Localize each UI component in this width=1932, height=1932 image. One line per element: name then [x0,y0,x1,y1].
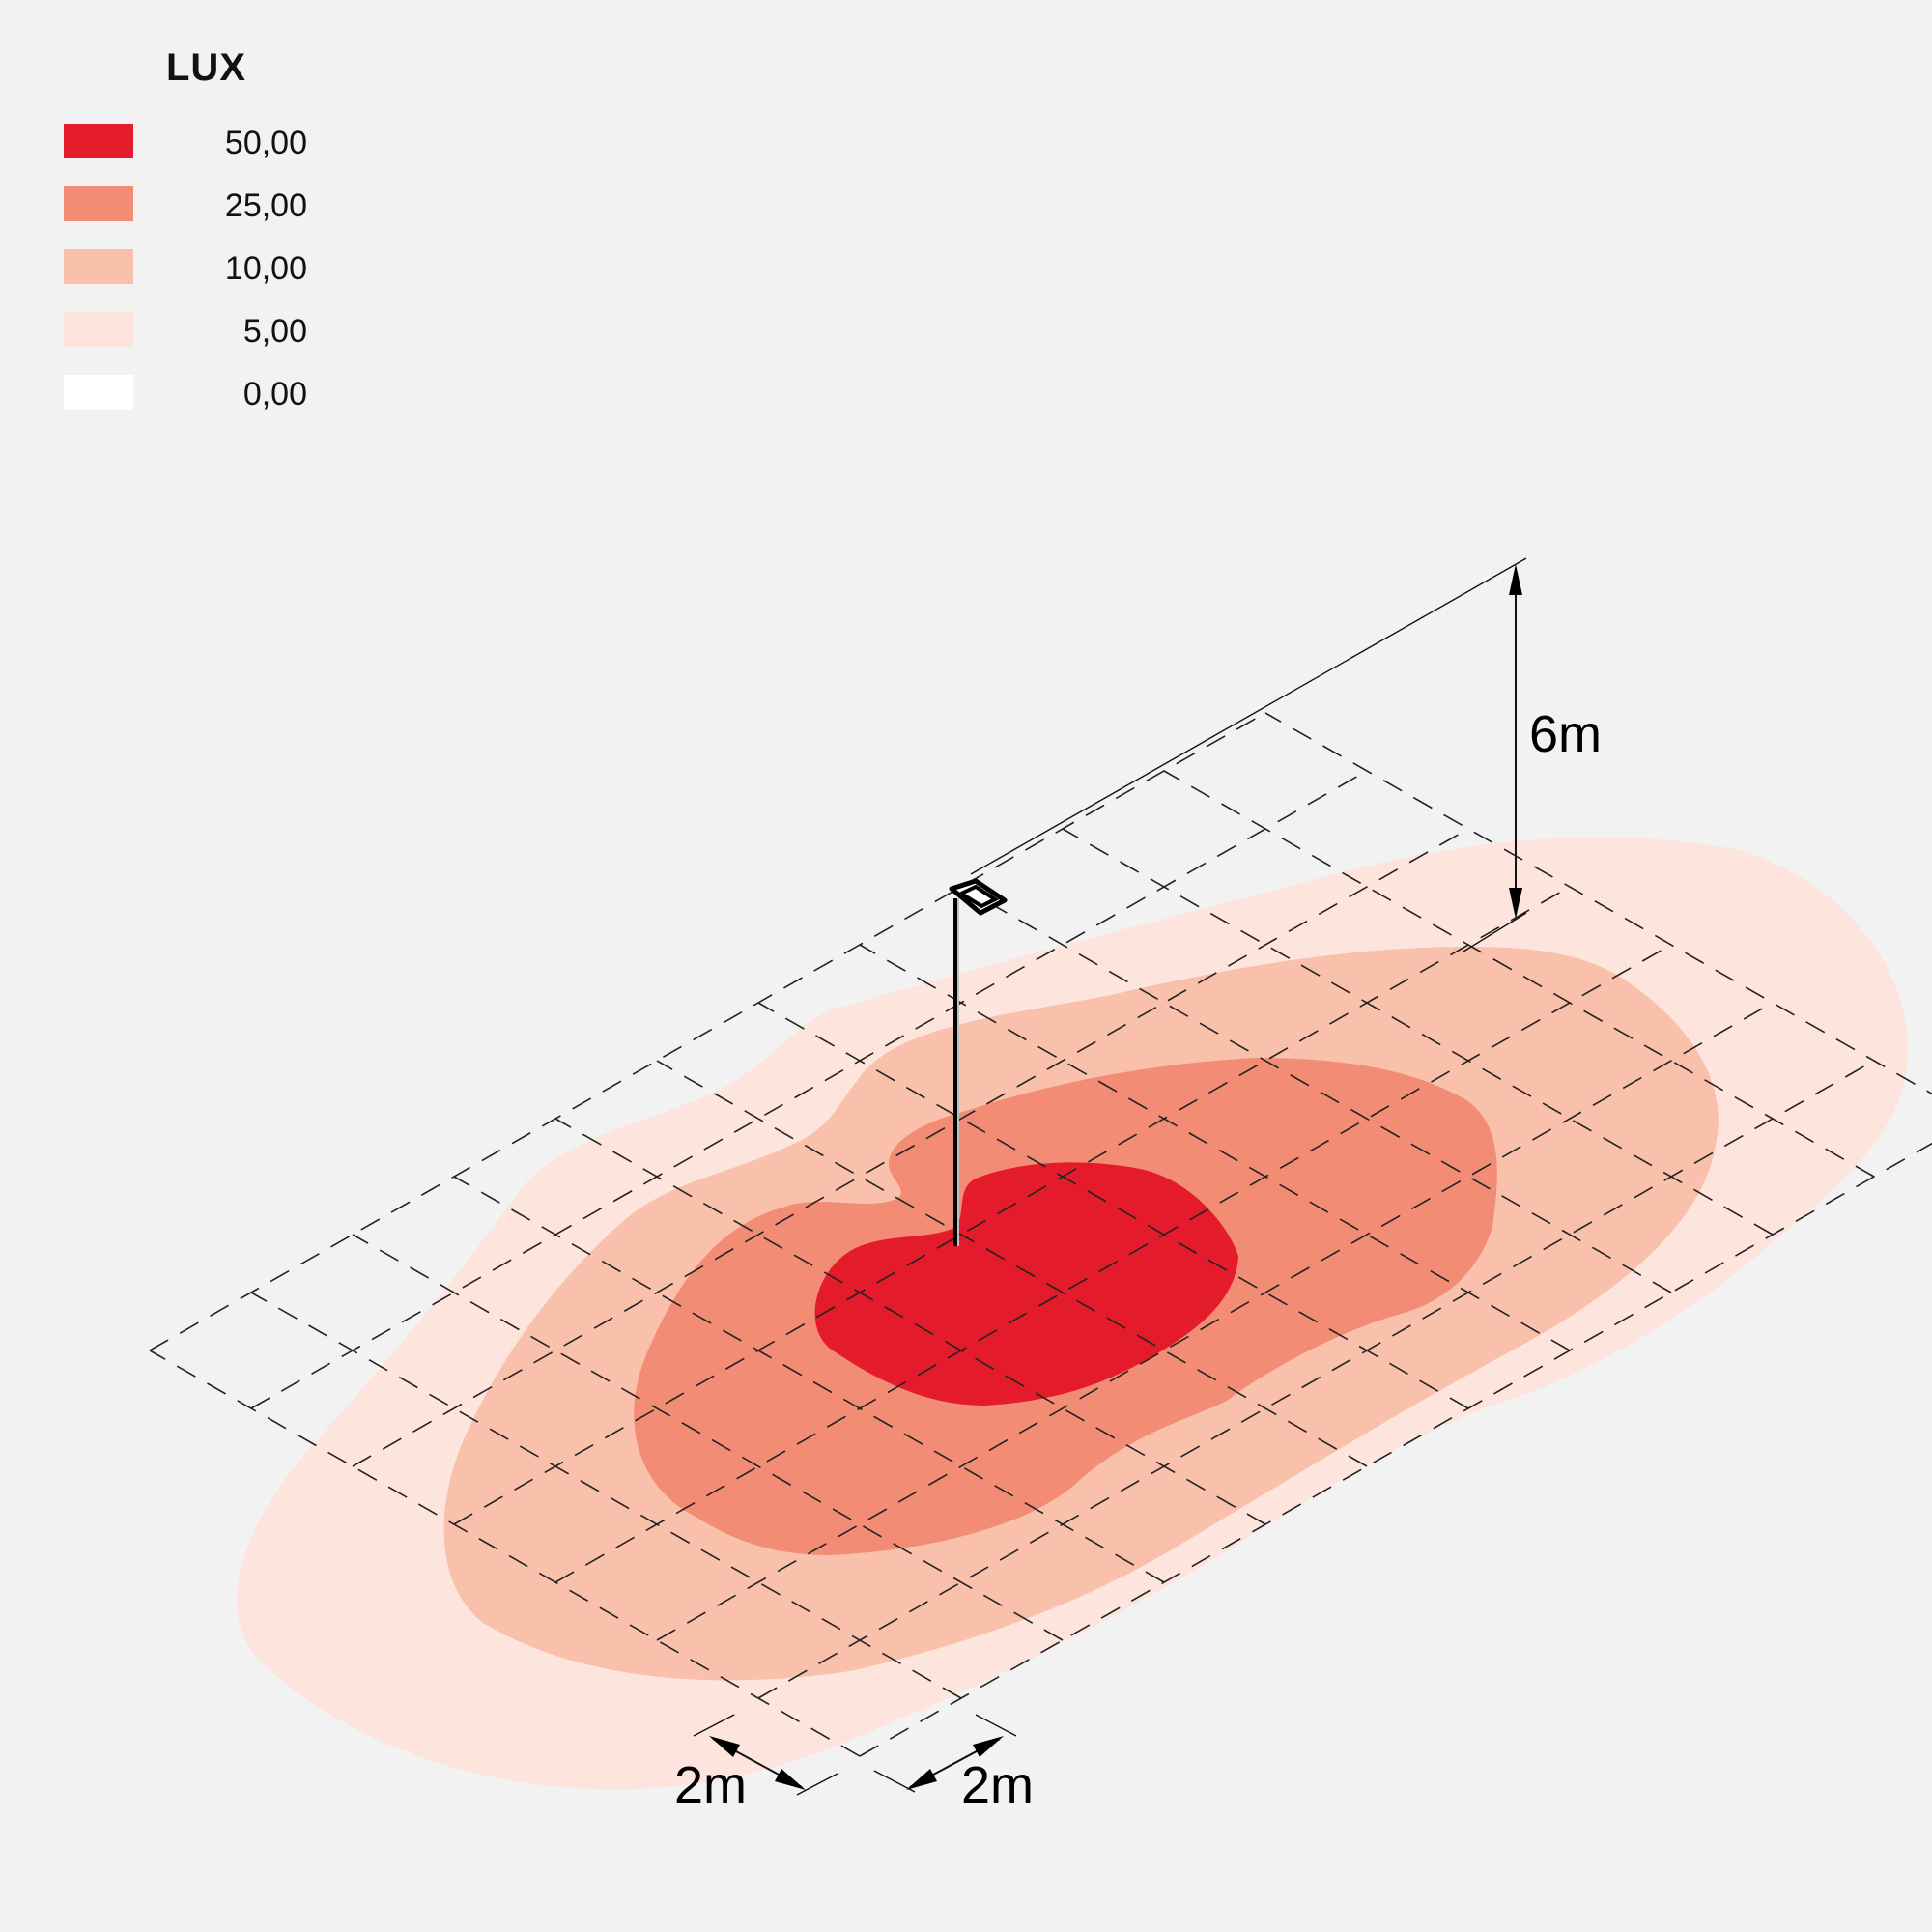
grid-spacing-dimensions [693,1714,1017,1796]
grid-line-11 [453,1176,1165,1583]
grid-line-18 [1163,770,1875,1178]
grid-line-12 [554,1118,1266,1525]
legend-title: LUX [166,46,246,89]
legend-item-50: 50,00 [64,124,307,161]
luminaire-head [949,878,1008,916]
grid-line-19 [1264,712,1932,1095]
grid-line-15 [859,944,1571,1351]
grid-line-6 [250,770,1368,1409]
legend-item-10: 10,00 [64,249,307,287]
grid-line-10 [352,1234,1064,1641]
arrow-down-icon [1509,888,1522,919]
legend-item-0: 0,00 [64,375,307,412]
height-extension-bottom [1463,912,1527,952]
grid-line-4 [453,886,1571,1525]
luminaire-lens [956,884,1000,909]
grid-line-1 [757,1060,1875,1699]
legend-swatch-5 [64,312,133,347]
legend-value-50: 50,00 [224,125,307,161]
isolux-zone-50 [814,1162,1238,1406]
ground-grid [149,712,1932,1757]
dim-left-arrow-a-icon [709,1736,740,1757]
legend-swatch-10 [64,249,133,284]
grid-line-9 [250,1292,962,1699]
grid-line-7 [149,712,1266,1351]
isolux-contours [237,837,1909,1790]
dim-left-ext-1 [693,1714,735,1737]
luminaire-pole [949,878,1008,1246]
dim-right-ext-2 [975,1714,1017,1737]
grid-spacing-label-left: 2m [674,1756,747,1814]
luminaire-body [949,878,1008,916]
grid-line-2 [656,1002,1774,1641]
grid-line-13 [656,1060,1368,1467]
height-label: 6m [1529,705,1602,763]
height-dimension [970,557,1527,952]
legend-item-5: 5,00 [64,312,307,350]
legend-item-25: 25,00 [64,186,307,224]
dim-right-arrow-a-icon [906,1769,937,1790]
legend-value-0: 0,00 [242,376,307,412]
arrow-up-icon [1509,564,1522,595]
legend-value-10: 10,00 [224,250,307,287]
grid-line-5 [352,828,1469,1467]
dim-right-arrow-b-icon [973,1736,1004,1757]
legend-value-5: 5,00 [242,313,307,350]
grid-line-3 [554,944,1672,1583]
legend-swatch-0 [64,375,133,410]
grid-line-8 [149,1350,861,1757]
grid-spacing-label-right: 2m [961,1756,1034,1814]
dim-left-arrow-b-icon [775,1769,806,1790]
legend-swatch-50 [64,124,133,158]
grid-line-17 [1062,828,1774,1236]
grid-line-14 [757,1002,1469,1409]
height-extension-top [970,557,1527,875]
grid-line-16 [960,886,1672,1293]
dim-left-ext-2 [796,1773,838,1796]
legend-swatch-25 [64,186,133,221]
legend-value-25: 25,00 [224,187,307,224]
grid-line-0 [859,1142,1932,1757]
